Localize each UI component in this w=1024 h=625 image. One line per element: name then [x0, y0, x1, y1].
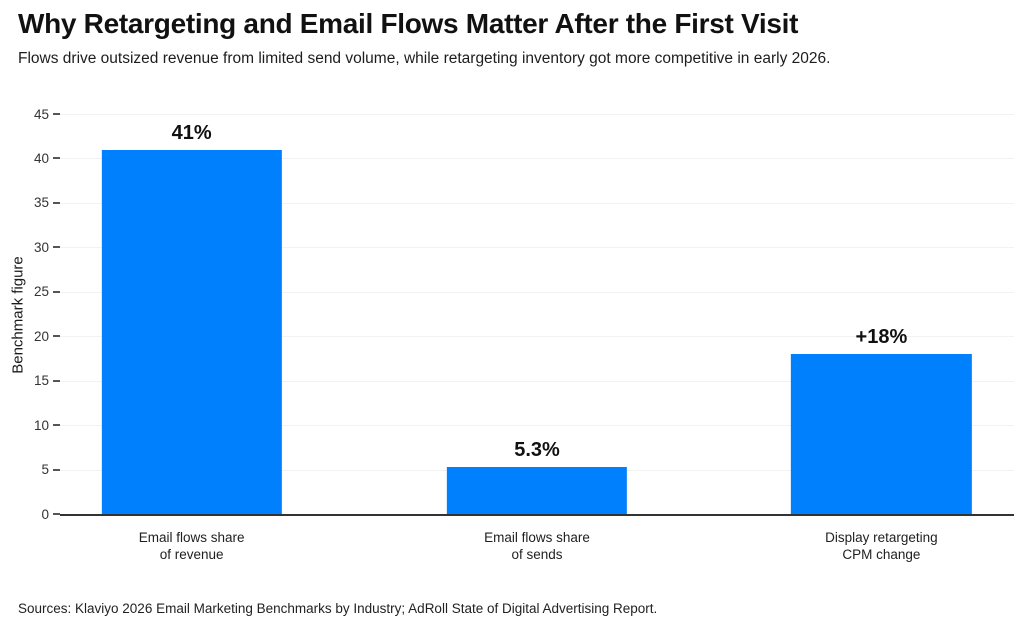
gridline: [60, 380, 1014, 382]
bar-value-label: +18%: [855, 326, 908, 348]
x-category-label-line: of sends: [511, 547, 563, 562]
plot-area: 41% 5.3% +18%: [60, 114, 1014, 516]
y-tick-mark: [53, 379, 60, 382]
y-tick-label: 0: [41, 506, 49, 522]
gridline: [60, 291, 1014, 293]
y-tick-mark: [53, 468, 60, 471]
y-tick-mark: [53, 157, 60, 160]
gridline: [60, 158, 1014, 160]
y-tick: 30: [34, 238, 60, 256]
bar: +18%: [791, 326, 972, 514]
bar-chart: Benchmark figure 0 5 10 15 20 25 30 35 40 45 41% 5…: [8, 107, 1014, 522]
y-tick-label: 10: [33, 417, 49, 433]
bar: 5.3%: [446, 439, 628, 514]
y-tick-label: 45: [33, 106, 49, 122]
y-tick-label: 20: [33, 328, 49, 344]
gridline: [60, 202, 1014, 204]
x-axis-labels: Email flows share of revenue Email flows s…: [60, 529, 1014, 569]
y-axis-title-column: Benchmark figure: [8, 114, 28, 516]
x-category-label-line: Email flows share: [484, 530, 590, 545]
source-note: Sources: Klaviyo 2026 Email Marketing Be…: [18, 601, 658, 616]
y-tick-mark: [53, 246, 60, 249]
y-tick: 35: [34, 194, 60, 212]
y-tick: 20: [34, 327, 60, 345]
y-axis-title: Benchmark figure: [9, 256, 27, 374]
y-tick-mark: [53, 113, 60, 115]
y-tick-mark: [53, 335, 60, 338]
x-category-label: Display retargeting CPM change: [825, 529, 938, 563]
chart-subtitle: Flows drive outsized revenue from limite…: [18, 50, 831, 67]
y-tick-label: 40: [33, 150, 49, 166]
y-tick: 5: [41, 461, 60, 479]
bar: 41%: [101, 122, 282, 514]
y-tick: 25: [34, 283, 60, 301]
y-tick: 40: [34, 149, 60, 167]
gridline: [60, 247, 1014, 249]
y-tick: 15: [34, 372, 60, 390]
x-category-label-line: CPM change: [842, 547, 921, 562]
x-category-label-line: of revenue: [159, 547, 224, 562]
y-tick-mark: [53, 424, 60, 427]
gridline: [60, 425, 1014, 427]
chart-header: Why Retargeting and Email Flows Matter A…: [0, 0, 1024, 68]
x-category-label: Email flows share of revenue: [139, 529, 245, 563]
y-tick-label: 15: [33, 373, 49, 389]
y-tick-label: 5: [41, 462, 49, 478]
x-category-label-line: Display retargeting: [825, 530, 938, 545]
y-tick-label: 25: [33, 284, 49, 300]
y-tick-mark: [53, 513, 60, 515]
y-tick-label: 30: [33, 239, 49, 255]
y-tick: 0: [41, 505, 60, 523]
y-tick-mark: [53, 290, 60, 293]
chart-title: Why Retargeting and Email Flows Matter A…: [18, 8, 799, 39]
gridline: [60, 114, 1014, 115]
y-tick: 45: [34, 105, 60, 123]
bar-value-label: 5.3%: [514, 438, 560, 461]
y-tick: 10: [34, 416, 60, 434]
bar-value-label: 41%: [171, 121, 212, 144]
y-axis: 0 5 10 15 20 25 30 35 40 45: [28, 107, 60, 522]
gridline: [60, 336, 1014, 338]
y-tick-mark: [53, 201, 60, 204]
x-category-label: Email flows share of sends: [484, 529, 590, 563]
x-category-label-line: Email flows share: [138, 530, 245, 545]
y-tick-label: 35: [33, 195, 49, 211]
